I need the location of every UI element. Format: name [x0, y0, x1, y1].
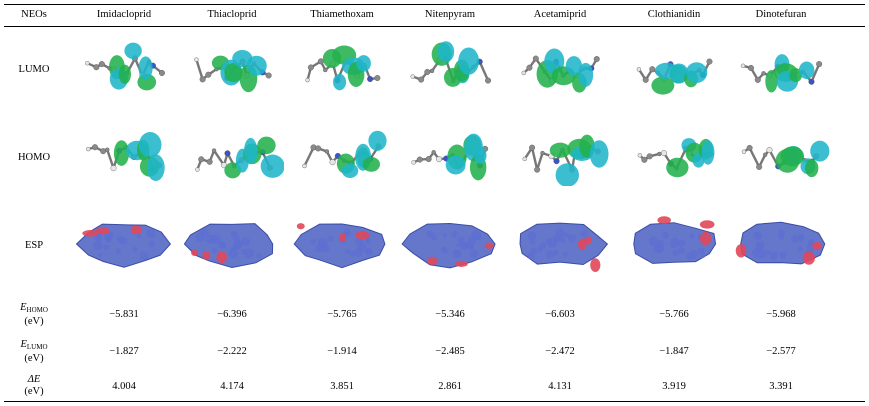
orbital-homo-image-clothianidin	[637, 138, 715, 178]
value-lumo-nitenpyram: −2.485	[435, 346, 465, 357]
orbital-lumo-image-acetamiprid	[521, 48, 600, 93]
value-delta-e-clothianidin: 3.919	[662, 381, 686, 392]
col-header-4: Nitenpyram	[424, 9, 476, 20]
orbital-homo-image-nitenpyram	[411, 133, 489, 181]
value-homo-nitenpyram: −5.346	[435, 309, 465, 320]
elumo-symbol: E	[20, 339, 27, 350]
col-header-2: Thiacloprid	[207, 9, 257, 20]
value-lumo-clothianidin: −1.847	[659, 346, 689, 357]
esp-surface-image-acetamiprid	[519, 222, 608, 273]
esp-surface-image-clothianidin	[633, 216, 717, 264]
orbital-lumo-image-nitenpyram	[410, 41, 492, 87]
value-lumo-imidacloprid: −1.827	[109, 346, 139, 357]
value-homo-acetamiprid: −6.603	[545, 309, 575, 320]
col-header-3: Thiamethoxam	[310, 9, 374, 20]
ehomo-unit: (eV)	[24, 316, 44, 327]
value-homo-dinotefuran: −5.968	[766, 309, 796, 320]
orbital-lumo-image-dinotefuran	[740, 54, 823, 93]
value-delta-e-nitenpyram: 2.861	[438, 381, 462, 392]
row-label-homo: HOMO	[17, 152, 51, 163]
value-delta-e-thiacloprid: 4.174	[220, 381, 244, 392]
value-lumo-thiamethoxam: −1.914	[327, 346, 357, 357]
row-label-ehomo: EHOMO (eV)	[6, 302, 62, 328]
header-rule	[4, 26, 865, 27]
value-lumo-acetamiprid: −2.472	[545, 346, 575, 357]
orbital-lumo-image-clothianidin	[636, 58, 713, 95]
delta-e-unit: (eV)	[24, 386, 44, 397]
esp-surface-image-dinotefuran	[735, 221, 826, 265]
value-homo-imidacloprid: −5.831	[109, 309, 139, 320]
header-row-label: NEOs	[21, 9, 47, 20]
col-header-7: Dinotefuran	[755, 9, 807, 20]
orbital-lumo-image-thiacloprid	[194, 49, 272, 93]
col-header-5: Acetamiprid	[533, 9, 587, 20]
value-homo-clothianidin: −5.766	[659, 309, 689, 320]
row-label-esp: ESP	[24, 240, 44, 251]
col-header-1: Imidacloprid	[96, 9, 152, 20]
delta-e-symbol: ΔE	[27, 374, 41, 385]
esp-surface-image-nitenpyram	[401, 223, 496, 269]
value-lumo-dinotefuran: −2.577	[766, 346, 796, 357]
esp-surface-image-thiacloprid	[183, 223, 274, 268]
orbital-homo-image-dinotefuran	[741, 140, 830, 178]
value-lumo-thiacloprid: −2.222	[217, 346, 247, 357]
orbital-homo-image-acetamiprid	[522, 134, 609, 186]
value-delta-e-thiamethoxam: 3.851	[330, 381, 354, 392]
row-label-delta-e: ΔE (eV)	[6, 374, 62, 398]
elumo-unit: (eV)	[24, 353, 44, 364]
value-delta-e-acetamiprid: 4.131	[548, 381, 572, 392]
value-delta-e-imidacloprid: 4.004	[112, 381, 136, 392]
bottom-rule	[4, 401, 865, 402]
value-delta-e-dinotefuran: 3.391	[769, 381, 793, 392]
ehomo-sub: HOMO	[26, 306, 48, 314]
esp-surface-image-imidacloprid	[76, 223, 171, 268]
orbital-homo-image-thiacloprid	[195, 136, 284, 179]
orbital-homo-image-thiamethoxam	[302, 130, 387, 179]
ehomo-symbol: E	[20, 302, 27, 313]
value-homo-thiacloprid: −6.396	[217, 309, 247, 320]
top-rule	[4, 4, 865, 5]
col-header-6: Clothianidin	[647, 9, 701, 20]
elumo-sub: LUMO	[26, 343, 48, 351]
row-label-lumo: LUMO	[18, 64, 50, 75]
orbital-homo-image-imidacloprid	[86, 131, 165, 181]
orbital-lumo-image-thiamethoxam	[305, 45, 381, 91]
value-homo-thiamethoxam: −5.765	[327, 309, 357, 320]
row-label-elumo: ELUMO (eV)	[6, 339, 62, 365]
orbital-lumo-image-imidacloprid	[85, 42, 165, 91]
esp-surface-image-thiamethoxam	[293, 223, 386, 269]
